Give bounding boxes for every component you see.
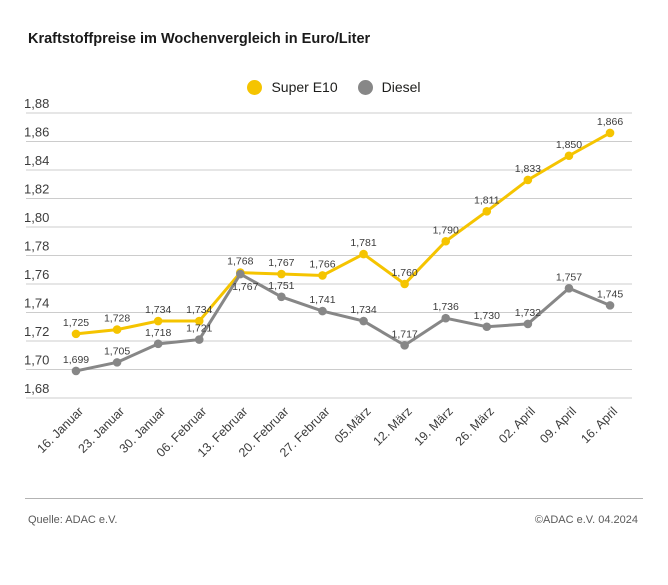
value-label-super-e10: 1,760 — [391, 267, 417, 279]
x-axis-label: 16. April — [578, 404, 620, 446]
value-label-super-e10: 1,866 — [597, 116, 623, 128]
super-e10-line — [75, 131, 611, 336]
value-label-diesel: 1,721 — [186, 323, 212, 335]
data-point-super-e10 — [359, 249, 368, 259]
value-label-diesel: 1,736 — [433, 301, 459, 313]
y-axis-label: 1,80 — [24, 210, 49, 225]
legend-label-diesel: Diesel — [381, 79, 421, 95]
data-point-super-e10 — [71, 329, 81, 339]
y-axis-label: 1,68 — [24, 381, 49, 396]
copyright-note: ©ADAC e.V. 04.2024 — [534, 514, 638, 526]
value-label-super-e10: 1,734 — [186, 304, 212, 316]
legend-item-super-e10: Super E10 — [247, 79, 338, 95]
x-axis-label: 02. April — [496, 404, 538, 446]
legend-label-super-e10: Super E10 — [271, 79, 338, 95]
y-axis-label: 1,76 — [24, 267, 49, 282]
data-point-diesel — [277, 292, 286, 302]
data-point-diesel — [318, 306, 327, 316]
value-label-diesel: 1,730 — [474, 310, 500, 322]
value-label-super-e10: 1,734 — [145, 304, 171, 316]
data-point-super-e10 — [482, 207, 492, 216]
data-point-diesel — [441, 313, 451, 323]
chart-legend: Super E10 Diesel — [0, 79, 668, 95]
source-note: Quelle: ADAC e.V. — [28, 514, 118, 526]
x-axis-label: 19. März — [412, 404, 456, 448]
x-axis-label: 26. März — [453, 404, 497, 448]
footer-divider — [25, 498, 643, 499]
y-axis-label: 1,86 — [24, 125, 49, 140]
y-axis-label: 1,74 — [24, 296, 49, 311]
data-point-super-e10 — [153, 316, 163, 326]
diesel-legend-dot-icon — [357, 79, 373, 95]
value-label-super-e10: 1,728 — [104, 313, 130, 325]
y-axis-label: 1,78 — [24, 239, 49, 254]
data-point-super-e10 — [564, 151, 574, 161]
value-label-diesel: 1,757 — [556, 271, 582, 283]
value-label-super-e10: 1,781 — [350, 237, 376, 249]
y-axis-label: 1,88 — [24, 96, 49, 111]
value-label-super-e10: 1,766 — [309, 258, 335, 270]
value-label-diesel: 1,741 — [309, 294, 335, 306]
value-label-diesel: 1,767 — [232, 281, 258, 293]
diesel-line — [75, 272, 611, 373]
data-point-diesel — [564, 283, 574, 293]
value-label-diesel: 1,732 — [515, 307, 541, 319]
data-point-diesel — [605, 301, 615, 310]
value-label-super-e10: 1,768 — [227, 256, 253, 268]
legend-item-diesel: Diesel — [357, 79, 421, 95]
x-axis-label: 05.März — [332, 404, 374, 446]
super-e10-legend-dot-icon — [247, 79, 263, 95]
data-point-super-e10 — [277, 269, 286, 279]
data-point-super-e10 — [400, 279, 409, 289]
value-label-super-e10: 1,767 — [268, 257, 294, 269]
data-point-diesel — [359, 316, 368, 326]
value-label-diesel: 1,745 — [597, 288, 623, 300]
data-point-super-e10 — [605, 128, 615, 138]
data-point-super-e10 — [318, 271, 327, 280]
value-label-diesel: 1,705 — [104, 345, 130, 357]
y-axis-label: 1,82 — [24, 182, 49, 197]
value-label-super-e10: 1,790 — [433, 224, 459, 236]
value-label-diesel: 1,699 — [63, 354, 89, 366]
x-axis-label: 09. April — [537, 404, 579, 446]
y-axis-label: 1,84 — [24, 153, 49, 168]
value-label-super-e10: 1,850 — [556, 139, 582, 151]
value-label-super-e10: 1,833 — [515, 163, 541, 175]
page-title: Kraftstoffpreise im Wochenvergleich in E… — [28, 31, 371, 47]
y-axis-label: 1,72 — [24, 324, 49, 339]
value-label-diesel: 1,718 — [145, 327, 171, 339]
data-point-super-e10 — [112, 325, 122, 334]
value-label-diesel: 1,751 — [268, 280, 294, 292]
data-point-diesel — [71, 366, 81, 376]
data-point-diesel — [112, 358, 122, 367]
data-point-super-e10 — [523, 175, 533, 185]
x-axis-label: 12. März — [370, 404, 414, 448]
data-point-diesel — [194, 335, 204, 344]
data-point-diesel — [482, 322, 492, 332]
value-label-super-e10: 1,811 — [474, 194, 500, 206]
data-point-diesel — [153, 339, 163, 349]
data-point-diesel — [400, 340, 409, 350]
value-label-super-e10: 1,725 — [63, 317, 89, 329]
data-point-diesel — [523, 319, 533, 329]
y-axis-label: 1,70 — [24, 353, 49, 368]
data-point-diesel — [236, 269, 245, 279]
data-point-super-e10 — [441, 236, 451, 246]
value-label-diesel: 1,734 — [350, 304, 376, 316]
value-label-diesel: 1,717 — [391, 328, 417, 340]
data-point-super-e10 — [194, 316, 204, 326]
